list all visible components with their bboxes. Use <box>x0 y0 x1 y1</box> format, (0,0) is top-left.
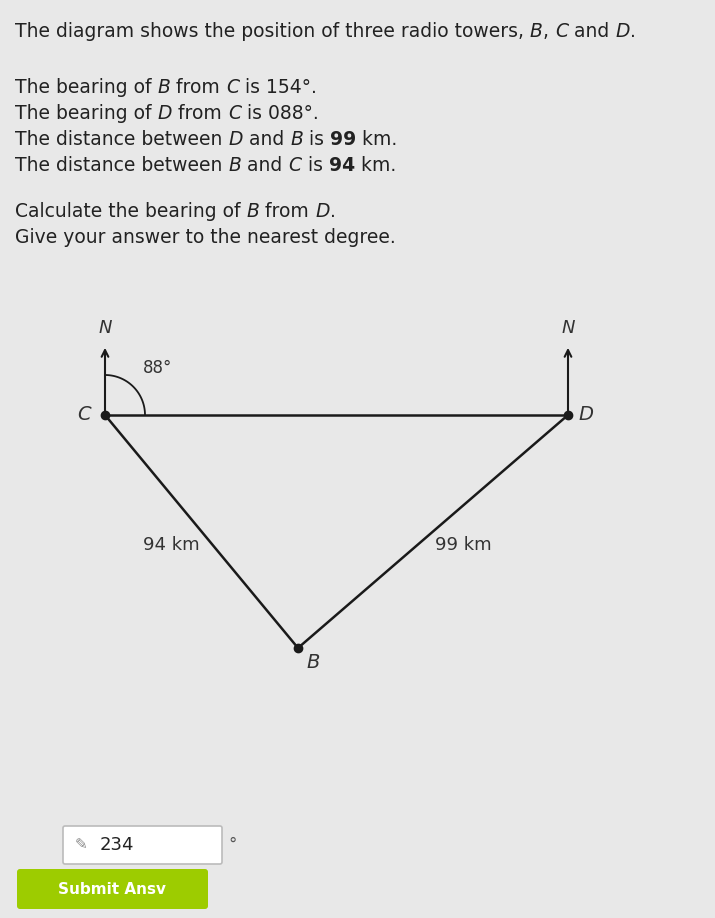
Text: B: B <box>228 156 241 175</box>
Text: B: B <box>157 78 170 97</box>
Text: km.: km. <box>356 130 398 149</box>
Text: ,: , <box>543 22 555 41</box>
Text: D: D <box>228 130 243 149</box>
Text: .: . <box>330 202 335 221</box>
Text: 234: 234 <box>100 836 134 854</box>
Text: B: B <box>290 130 303 149</box>
Text: and: and <box>568 22 615 41</box>
Text: Give your answer to the nearest degree.: Give your answer to the nearest degree. <box>15 228 395 247</box>
Text: C: C <box>77 406 91 424</box>
Text: The bearing of: The bearing of <box>15 78 157 97</box>
Text: D: D <box>578 406 593 424</box>
Text: .: . <box>630 22 636 41</box>
FancyBboxPatch shape <box>63 826 222 864</box>
Text: 99: 99 <box>330 130 356 149</box>
Text: from: from <box>170 78 226 97</box>
Text: C: C <box>555 22 568 41</box>
Text: B: B <box>530 22 543 41</box>
Text: C: C <box>288 156 302 175</box>
Text: Submit Ansv: Submit Ansv <box>59 881 167 897</box>
Text: ✎: ✎ <box>75 837 88 853</box>
Text: from: from <box>260 202 315 221</box>
Text: km.: km. <box>355 156 396 175</box>
Text: N: N <box>98 319 112 337</box>
Text: and: and <box>243 130 290 149</box>
FancyBboxPatch shape <box>17 869 208 909</box>
Text: The bearing of: The bearing of <box>15 104 157 123</box>
Text: D: D <box>315 202 330 221</box>
Text: Calculate the bearing of: Calculate the bearing of <box>15 202 247 221</box>
Text: and: and <box>241 156 288 175</box>
Text: B: B <box>247 202 260 221</box>
Text: C: C <box>226 78 240 97</box>
Text: The distance between: The distance between <box>15 156 228 175</box>
Text: The distance between: The distance between <box>15 130 228 149</box>
Text: 94: 94 <box>329 156 355 175</box>
Text: C: C <box>228 104 241 123</box>
Text: 88°: 88° <box>143 359 172 377</box>
Text: °: ° <box>228 836 237 854</box>
Text: The diagram shows the position of three radio towers,: The diagram shows the position of three … <box>15 22 530 41</box>
Text: D: D <box>157 104 172 123</box>
Text: 94 km: 94 km <box>143 536 199 554</box>
Text: is 154°.: is 154°. <box>240 78 317 97</box>
Text: 99 km: 99 km <box>435 536 491 554</box>
Text: is: is <box>303 130 330 149</box>
Text: is: is <box>302 156 329 175</box>
Text: D: D <box>615 22 630 41</box>
Text: B: B <box>306 653 320 672</box>
Text: N: N <box>561 319 575 337</box>
Text: is 088°.: is 088°. <box>241 104 319 123</box>
Text: from: from <box>172 104 228 123</box>
